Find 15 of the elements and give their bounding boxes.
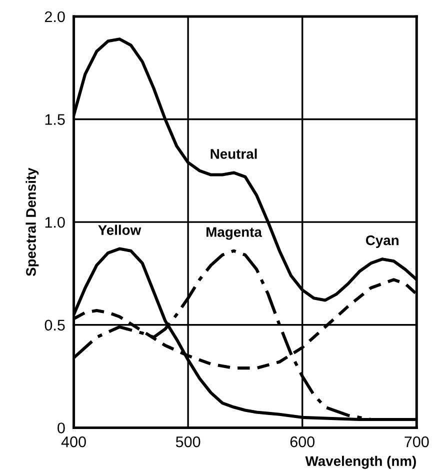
x-tick-label: 700: [404, 436, 429, 448]
x-axis-title: Wavelength (nm): [305, 456, 416, 469]
annotation: Cyan: [366, 235, 398, 248]
y-tick-label: 1.5: [45, 114, 65, 125]
y-tick-label: 1.0: [45, 216, 65, 228]
y-tick-label: 0: [58, 422, 65, 434]
x-tick-label: 600: [290, 436, 314, 448]
annotation: Neutral: [210, 148, 257, 159]
y-tick-label: 2.0: [44, 11, 65, 22]
y-axis-title: Spectral Density: [26, 168, 39, 276]
x-tick-label: 500: [176, 436, 200, 448]
annotation: Yellow: [98, 224, 142, 235]
y-tick-label: 0.5: [44, 320, 65, 331]
annotation: Magenta: [206, 227, 262, 240]
x-tick-label: 400: [61, 436, 86, 448]
